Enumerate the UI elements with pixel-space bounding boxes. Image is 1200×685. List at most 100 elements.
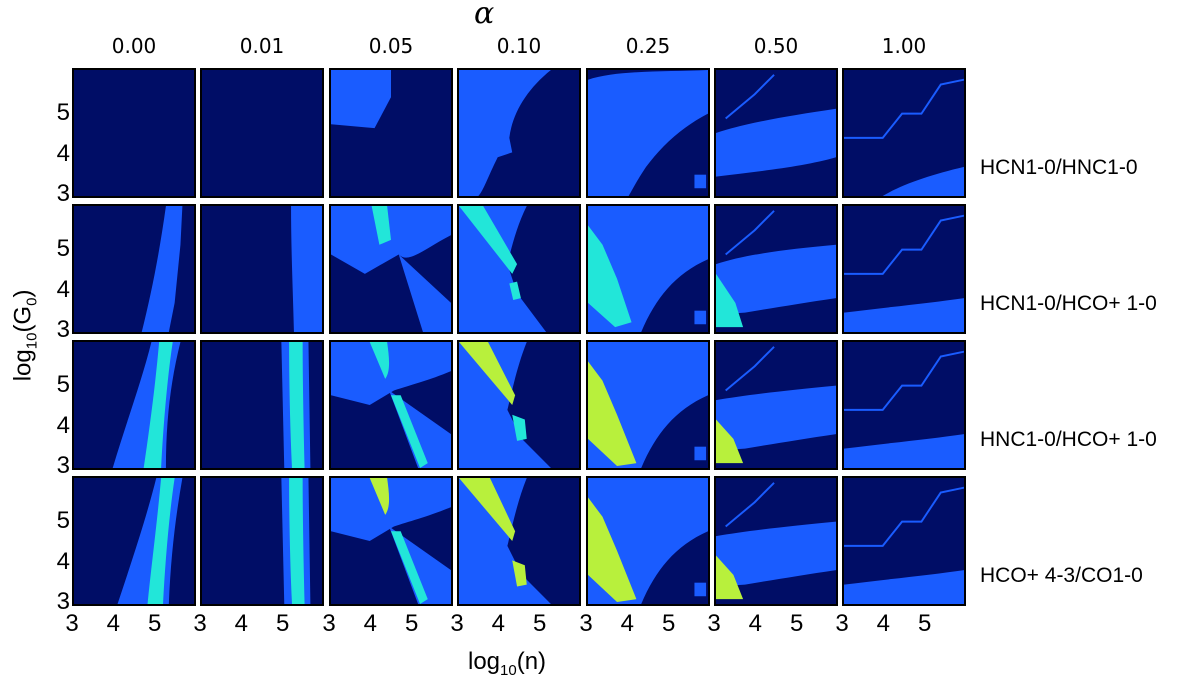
heatmap-region bbox=[459, 206, 547, 332]
x-tick-label: 3 bbox=[835, 610, 849, 637]
contour-line bbox=[725, 74, 775, 120]
heatmap-panel bbox=[457, 204, 581, 334]
heatmap-panel bbox=[842, 340, 966, 470]
heatmap-region bbox=[459, 478, 551, 604]
heatmap-region bbox=[371, 206, 391, 245]
y-tick-label: 3 bbox=[56, 588, 70, 615]
y-tick-label: 4 bbox=[56, 547, 70, 575]
heatmap-region bbox=[331, 478, 451, 541]
heatmap-regions bbox=[588, 70, 708, 196]
x-tick-label: 3 bbox=[707, 610, 721, 637]
alpha-column-label: 0.50 bbox=[753, 34, 799, 58]
heatmap-region bbox=[844, 434, 964, 468]
heatmap-panel bbox=[714, 340, 838, 470]
heatmap-panel bbox=[200, 204, 324, 334]
alpha-column-label: 0.10 bbox=[496, 34, 542, 58]
heatmap-regions bbox=[331, 478, 451, 604]
heatmap-panel bbox=[586, 340, 710, 470]
heatmap-region bbox=[716, 385, 836, 451]
heatmap-regions bbox=[141, 206, 183, 332]
x-tick-label: 4 bbox=[620, 610, 634, 637]
x-tick-label: 3 bbox=[322, 610, 336, 637]
y-tick-label: 5 bbox=[56, 371, 70, 399]
heatmap-regions bbox=[74, 70, 194, 196]
row-label: HCO+ 4-3/CO1-0 bbox=[980, 564, 1143, 587]
y-tick-label: 3 bbox=[56, 180, 70, 207]
heatmap-regions bbox=[588, 342, 708, 468]
x-tick-label: 4 bbox=[748, 610, 762, 637]
heatmap-panel bbox=[714, 68, 838, 198]
alpha-column-label: 0.25 bbox=[625, 34, 671, 58]
contour-line bbox=[844, 78, 964, 139]
heatmap-regions bbox=[716, 482, 836, 600]
heatmap-region bbox=[459, 206, 518, 274]
x-tick-label: 5 bbox=[789, 610, 804, 637]
heatmap-region bbox=[331, 342, 451, 405]
heatmap-region bbox=[459, 478, 516, 541]
heatmap-panel bbox=[842, 204, 966, 334]
x-tick-label: 3 bbox=[450, 610, 464, 637]
heatmap-region bbox=[512, 560, 527, 587]
y-tick-label: 4 bbox=[56, 275, 70, 303]
heatmap-region bbox=[588, 361, 637, 467]
heatmap-regions bbox=[117, 478, 183, 604]
heatmap-region bbox=[716, 419, 744, 464]
heatmap-region bbox=[694, 582, 707, 597]
heatmap-regions bbox=[588, 478, 708, 604]
heatmap-regions bbox=[459, 206, 547, 332]
heatmap-panel bbox=[329, 204, 453, 334]
heatmap-panel bbox=[72, 204, 196, 334]
row-label: HNC1-0/HCO+ 1-0 bbox=[980, 428, 1157, 451]
heatmap-region bbox=[369, 478, 390, 515]
heatmap-regions bbox=[281, 478, 311, 604]
heatmap-region bbox=[716, 555, 744, 600]
heatmap-panel bbox=[72, 340, 196, 470]
x-tick-label: 5 bbox=[275, 610, 290, 637]
heatmap-panel bbox=[457, 68, 581, 198]
x-tick-label: 5 bbox=[404, 610, 419, 637]
contour-line bbox=[725, 346, 775, 392]
y-tick-label: 4 bbox=[56, 139, 70, 167]
heatmap-region bbox=[509, 281, 521, 301]
y-tick-label: 3 bbox=[56, 316, 70, 343]
heatmap-region bbox=[331, 206, 451, 274]
heatmap-panel bbox=[842, 476, 966, 606]
heatmap-region bbox=[398, 254, 451, 332]
heatmap-region bbox=[844, 298, 964, 332]
heatmap-region bbox=[844, 570, 964, 604]
heatmap-regions bbox=[281, 342, 311, 468]
heatmap-regions bbox=[588, 206, 708, 332]
x-tick-label: 5 bbox=[661, 610, 676, 637]
contour-line bbox=[725, 210, 775, 256]
heatmap-regions bbox=[459, 342, 551, 468]
heatmap-regions bbox=[844, 350, 964, 468]
heatmap-regions bbox=[291, 206, 322, 332]
heatmap-regions bbox=[331, 342, 451, 468]
x-tick-label: 3 bbox=[579, 610, 593, 637]
heatmap-region bbox=[141, 206, 183, 332]
heatmap-region bbox=[289, 342, 305, 468]
heatmap-region bbox=[716, 108, 836, 177]
alpha-column-label: 0.05 bbox=[368, 34, 414, 58]
heatmap-panel bbox=[714, 476, 838, 606]
heatmap-regions bbox=[459, 70, 551, 196]
heatmap-regions bbox=[331, 70, 391, 129]
heatmap-panel bbox=[329, 68, 453, 198]
heatmap-region bbox=[143, 342, 173, 468]
heatmap-region bbox=[588, 70, 708, 196]
heatmap-region bbox=[588, 497, 637, 603]
heatmap-region bbox=[289, 478, 305, 604]
heatmap-regions bbox=[844, 486, 964, 604]
alpha-column-label: 0.01 bbox=[239, 34, 285, 58]
heatmap-region bbox=[291, 206, 322, 332]
heatmap-region bbox=[459, 342, 551, 468]
x-tick-label: 4 bbox=[234, 610, 248, 637]
heatmap-panel bbox=[329, 340, 453, 470]
x-tick-label: 4 bbox=[491, 610, 505, 637]
heatmap-region bbox=[716, 244, 836, 315]
heatmap-panel bbox=[200, 476, 324, 606]
heatmap-panel bbox=[586, 476, 710, 606]
y-axis-label: log10(G0) bbox=[9, 289, 41, 382]
heatmap-panel bbox=[457, 340, 581, 470]
